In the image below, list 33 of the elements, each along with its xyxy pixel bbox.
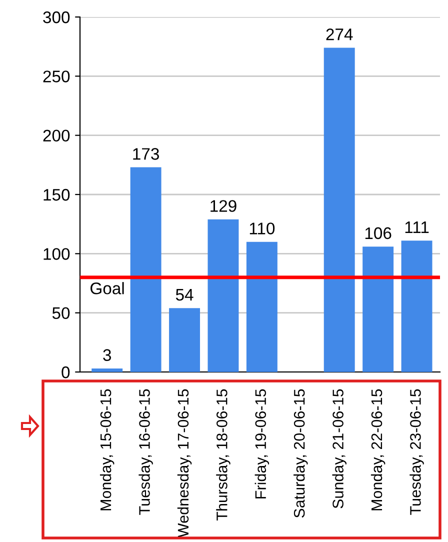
data-label: 129 <box>210 200 236 212</box>
y-tick-label: 0 <box>62 366 70 378</box>
x-tick-label: Tuesday, 23-06-15 <box>410 389 424 515</box>
data-label: 110 <box>250 222 275 234</box>
bar <box>246 242 278 372</box>
bar <box>92 368 123 372</box>
y-tick-label: 300 <box>43 11 70 24</box>
ref-line-label: Goal <box>90 282 124 294</box>
data-label: 274 <box>326 28 353 40</box>
x-tick-label: Friday, 19-06-15 <box>254 389 270 498</box>
y-tick-label: 50 <box>52 307 70 320</box>
x-tick-label: Wednesday, 17-06-15 <box>177 389 192 538</box>
x-tick-label: Monday, 15-06-15 <box>100 389 114 510</box>
y-tick-label: 250 <box>43 70 70 82</box>
x-tick-label: Saturday, 20-06-15 <box>294 389 308 518</box>
data-label: 111 <box>405 222 429 234</box>
bar <box>169 308 200 372</box>
x-tick-label: Sunday, 21-06-15 <box>332 389 346 508</box>
bar <box>208 219 239 372</box>
bar <box>362 246 394 372</box>
data-label: 173 <box>133 148 159 160</box>
y-tick-label: 100 <box>44 248 70 260</box>
data-label: 106 <box>365 227 392 240</box>
x-tick-label: Monday, 22-06-15 <box>370 389 386 510</box>
data-label: 3 <box>103 349 111 361</box>
y-tick-label: 200 <box>43 130 70 142</box>
y-tick-label: 150 <box>44 188 70 201</box>
bar <box>401 240 432 372</box>
x-tick-label: Tuesday, 16-06-15 <box>138 389 153 515</box>
bar <box>324 48 355 372</box>
data-label: 54 <box>176 289 194 301</box>
x-tick-label: Thursday, 18-06-15 <box>216 389 230 521</box>
bar <box>130 167 162 372</box>
